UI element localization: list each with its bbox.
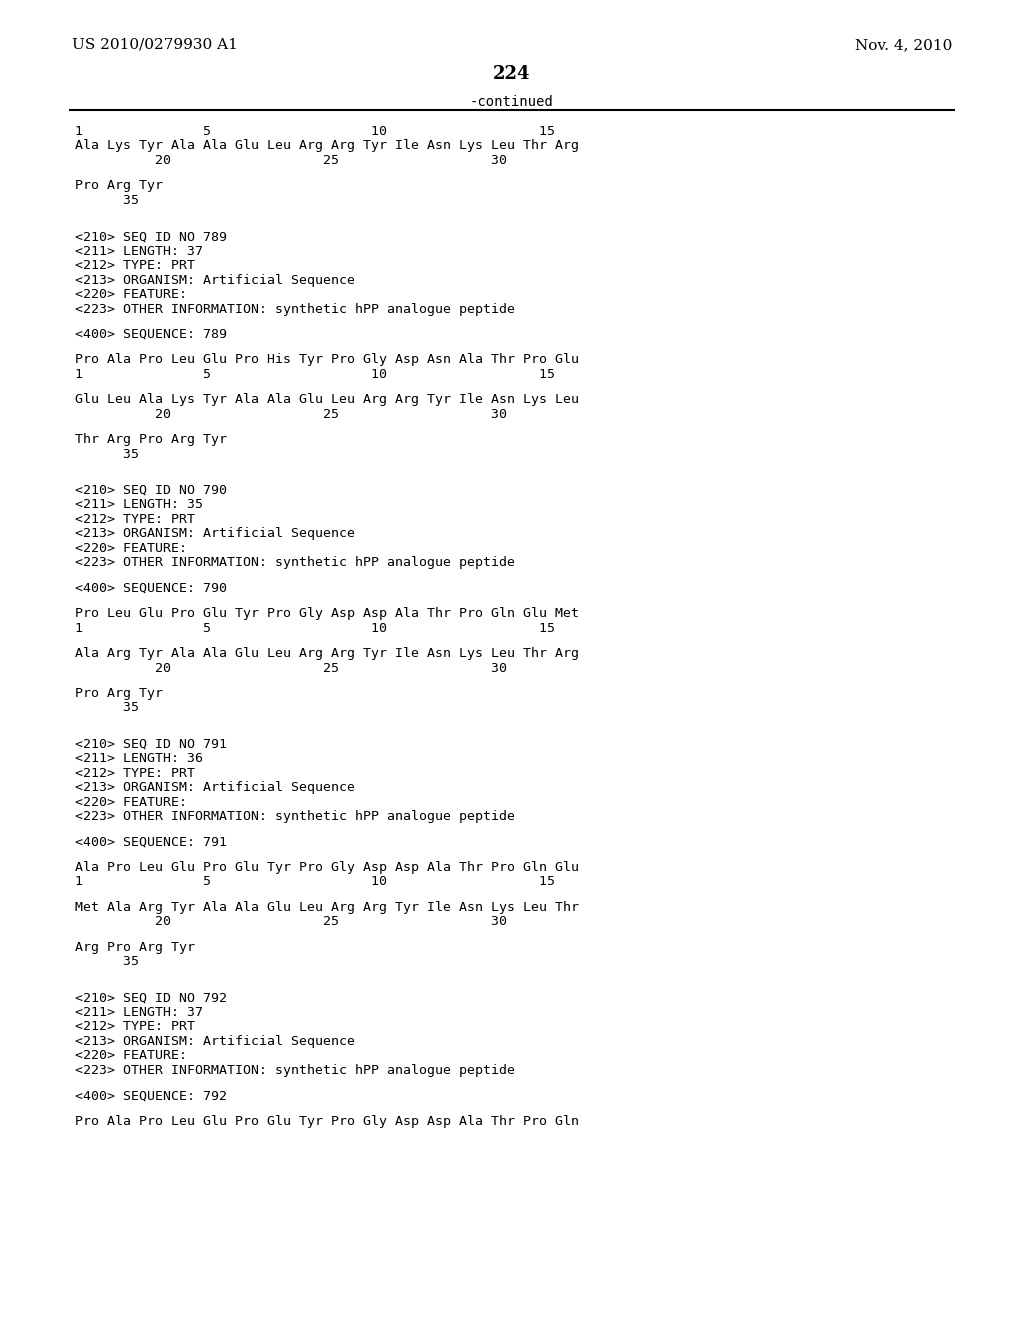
Text: -continued: -continued xyxy=(470,95,554,110)
Text: 20                   25                   30: 20 25 30 xyxy=(75,408,507,421)
Text: Arg Pro Arg Tyr: Arg Pro Arg Tyr xyxy=(75,941,195,953)
Text: 35: 35 xyxy=(75,701,139,714)
Text: Glu Leu Ala Lys Tyr Ala Ala Glu Leu Arg Arg Tyr Ile Asn Lys Leu: Glu Leu Ala Lys Tyr Ala Ala Glu Leu Arg … xyxy=(75,393,579,407)
Text: <210> SEQ ID NO 791: <210> SEQ ID NO 791 xyxy=(75,738,227,751)
Text: Nov. 4, 2010: Nov. 4, 2010 xyxy=(855,38,952,51)
Text: <223> OTHER INFORMATION: synthetic hPP analogue peptide: <223> OTHER INFORMATION: synthetic hPP a… xyxy=(75,556,515,569)
Text: 20                   25                   30: 20 25 30 xyxy=(75,154,507,168)
Text: 1               5                    10                   15: 1 5 10 15 xyxy=(75,622,555,635)
Text: Pro Arg Tyr: Pro Arg Tyr xyxy=(75,180,163,193)
Text: <210> SEQ ID NO 792: <210> SEQ ID NO 792 xyxy=(75,991,227,1005)
Text: Pro Ala Pro Leu Glu Pro Glu Tyr Pro Gly Asp Asp Ala Thr Pro Gln: Pro Ala Pro Leu Glu Pro Glu Tyr Pro Gly … xyxy=(75,1114,579,1127)
Text: 20                   25                   30: 20 25 30 xyxy=(75,915,507,928)
Text: 224: 224 xyxy=(494,65,530,83)
Text: <212> TYPE: PRT: <212> TYPE: PRT xyxy=(75,513,195,525)
Text: 20                   25                   30: 20 25 30 xyxy=(75,661,507,675)
Text: 1               5                    10                   15: 1 5 10 15 xyxy=(75,875,555,888)
Text: <211> LENGTH: 37: <211> LENGTH: 37 xyxy=(75,244,203,257)
Text: <400> SEQUENCE: 792: <400> SEQUENCE: 792 xyxy=(75,1089,227,1102)
Text: Thr Arg Pro Arg Tyr: Thr Arg Pro Arg Tyr xyxy=(75,433,227,446)
Text: 1               5                    10                   15: 1 5 10 15 xyxy=(75,125,555,139)
Text: Pro Arg Tyr: Pro Arg Tyr xyxy=(75,686,163,700)
Text: <212> TYPE: PRT: <212> TYPE: PRT xyxy=(75,259,195,272)
Text: <400> SEQUENCE: 789: <400> SEQUENCE: 789 xyxy=(75,327,227,341)
Text: Ala Arg Tyr Ala Ala Glu Leu Arg Arg Tyr Ile Asn Lys Leu Thr Arg: Ala Arg Tyr Ala Ala Glu Leu Arg Arg Tyr … xyxy=(75,647,579,660)
Text: <212> TYPE: PRT: <212> TYPE: PRT xyxy=(75,1020,195,1034)
Text: <211> LENGTH: 37: <211> LENGTH: 37 xyxy=(75,1006,203,1019)
Text: <211> LENGTH: 35: <211> LENGTH: 35 xyxy=(75,499,203,511)
Text: <213> ORGANISM: Artificial Sequence: <213> ORGANISM: Artificial Sequence xyxy=(75,1035,355,1048)
Text: <210> SEQ ID NO 789: <210> SEQ ID NO 789 xyxy=(75,230,227,243)
Text: Ala Lys Tyr Ala Ala Glu Leu Arg Arg Tyr Ile Asn Lys Leu Thr Arg: Ala Lys Tyr Ala Ala Glu Leu Arg Arg Tyr … xyxy=(75,140,579,153)
Text: <400> SEQUENCE: 790: <400> SEQUENCE: 790 xyxy=(75,582,227,595)
Text: <213> ORGANISM: Artificial Sequence: <213> ORGANISM: Artificial Sequence xyxy=(75,273,355,286)
Text: <211> LENGTH: 36: <211> LENGTH: 36 xyxy=(75,752,203,766)
Text: <400> SEQUENCE: 791: <400> SEQUENCE: 791 xyxy=(75,836,227,849)
Text: 35: 35 xyxy=(75,447,139,461)
Text: <213> ORGANISM: Artificial Sequence: <213> ORGANISM: Artificial Sequence xyxy=(75,781,355,795)
Text: <212> TYPE: PRT: <212> TYPE: PRT xyxy=(75,767,195,780)
Text: Pro Leu Glu Pro Glu Tyr Pro Gly Asp Asp Ala Thr Pro Gln Glu Met: Pro Leu Glu Pro Glu Tyr Pro Gly Asp Asp … xyxy=(75,607,579,620)
Text: 35: 35 xyxy=(75,956,139,968)
Text: <213> ORGANISM: Artificial Sequence: <213> ORGANISM: Artificial Sequence xyxy=(75,528,355,540)
Text: <210> SEQ ID NO 790: <210> SEQ ID NO 790 xyxy=(75,484,227,496)
Text: <223> OTHER INFORMATION: synthetic hPP analogue peptide: <223> OTHER INFORMATION: synthetic hPP a… xyxy=(75,810,515,824)
Text: 35: 35 xyxy=(75,194,139,207)
Text: <223> OTHER INFORMATION: synthetic hPP analogue peptide: <223> OTHER INFORMATION: synthetic hPP a… xyxy=(75,1064,515,1077)
Text: <220> FEATURE:: <220> FEATURE: xyxy=(75,796,187,809)
Text: Pro Ala Pro Leu Glu Pro His Tyr Pro Gly Asp Asn Ala Thr Pro Glu: Pro Ala Pro Leu Glu Pro His Tyr Pro Gly … xyxy=(75,354,579,367)
Text: <220> FEATURE:: <220> FEATURE: xyxy=(75,288,187,301)
Text: <220> FEATURE:: <220> FEATURE: xyxy=(75,543,187,554)
Text: Met Ala Arg Tyr Ala Ala Glu Leu Arg Arg Tyr Ile Asn Lys Leu Thr: Met Ala Arg Tyr Ala Ala Glu Leu Arg Arg … xyxy=(75,900,579,913)
Text: <223> OTHER INFORMATION: synthetic hPP analogue peptide: <223> OTHER INFORMATION: synthetic hPP a… xyxy=(75,302,515,315)
Text: 1               5                    10                   15: 1 5 10 15 xyxy=(75,368,555,381)
Text: Ala Pro Leu Glu Pro Glu Tyr Pro Gly Asp Asp Ala Thr Pro Gln Glu: Ala Pro Leu Glu Pro Glu Tyr Pro Gly Asp … xyxy=(75,861,579,874)
Text: US 2010/0279930 A1: US 2010/0279930 A1 xyxy=(72,38,238,51)
Text: <220> FEATURE:: <220> FEATURE: xyxy=(75,1049,187,1063)
